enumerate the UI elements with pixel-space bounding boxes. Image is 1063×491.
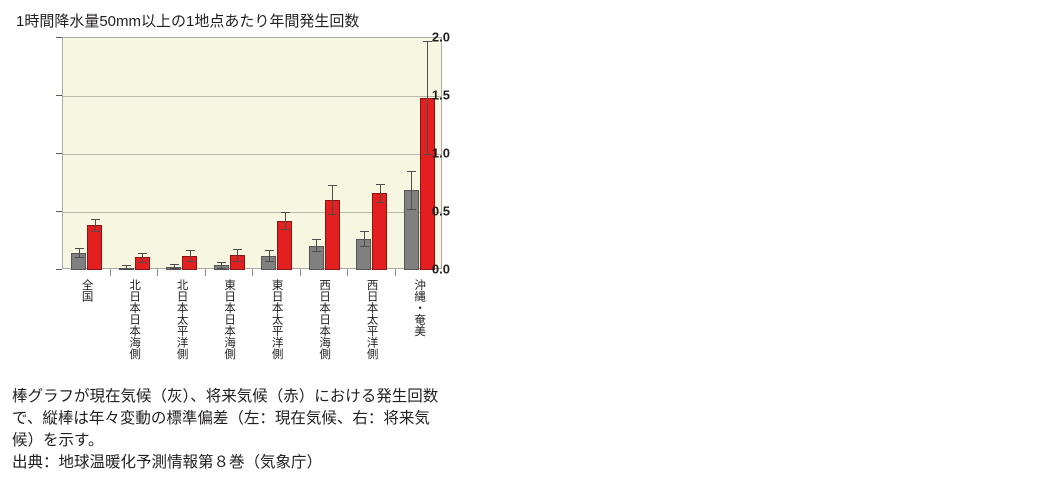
error-bar-future-climate <box>380 184 381 202</box>
error-bar-current-climate-cap <box>265 260 274 262</box>
gridline <box>63 96 441 97</box>
error-bar-current-climate-cap <box>312 251 321 253</box>
error-bar-future-climate <box>190 250 191 261</box>
left-caption: 棒グラフが現在気候（灰）、将来気候（赤）における発生回数 で、縦棒は年々変動の標… <box>12 386 520 474</box>
left-panel: 1時間降水量50mm以上の1地点あたり年間発生回数 0.0 0.5 1.0 1.5 2.… <box>0 0 530 491</box>
y-axis-tick-label: 1.5 <box>431 87 450 103</box>
error-bar-future-climate <box>95 218 96 231</box>
error-bar-future-climate-cap <box>376 201 385 203</box>
error-bar-future-climate-cap <box>281 229 290 231</box>
y-tick-mark <box>56 269 62 270</box>
error-bar-current-climate <box>411 171 412 209</box>
caption-line: で、縦棒は年々変動の標準偏差（左：現在気候、右：将来気 <box>12 410 430 427</box>
y-tick-mark <box>56 95 62 96</box>
error-bar-future-climate-cap <box>91 230 100 232</box>
y-tick-mark <box>56 211 62 212</box>
error-bar-future-climate-cap <box>423 154 432 155</box>
error-bar-current-climate-cap <box>265 250 274 252</box>
error-bar-current-climate-cap <box>122 265 131 267</box>
x-tick-mark <box>157 269 158 276</box>
error-bar-future-climate-cap <box>328 185 337 187</box>
error-bar-current-climate-cap <box>170 267 179 269</box>
left-chart: 0.0 0.5 1.0 1.5 2.0 全国 北日本日本海側 北日本太平洋側 東日本日本海側 東日… <box>20 30 450 374</box>
x-axis-category-label: 全国 <box>80 279 93 302</box>
error-bar-current-climate-cap <box>217 261 226 263</box>
bar-future-climate <box>182 256 198 270</box>
error-bar-future-climate-cap <box>328 214 337 216</box>
y-tick-mark <box>56 153 62 154</box>
error-bar-future-climate-cap <box>233 249 242 251</box>
error-bar-future-climate-cap <box>91 218 100 220</box>
error-bar-future-climate <box>332 185 333 215</box>
error-bar-current-climate-cap <box>360 245 369 247</box>
error-bar-future-climate <box>285 212 286 230</box>
gridline <box>63 154 441 155</box>
error-bar-future-climate-cap <box>186 260 195 262</box>
error-bar-current-climate-cap <box>360 230 369 232</box>
error-bar-current-climate-cap <box>312 238 321 240</box>
bar-future-climate <box>277 221 293 270</box>
error-bar-future-climate-cap <box>281 212 290 213</box>
error-bar-current-climate <box>79 247 80 258</box>
y-axis-tick-label: 0.0 <box>431 261 450 277</box>
plot-area <box>62 37 442 270</box>
error-bar-future-climate-cap <box>138 261 147 263</box>
error-bar-current-climate <box>316 238 317 252</box>
error-bar-future-climate-cap <box>138 252 147 254</box>
x-axis-category-label: 東日本日本海側 <box>223 279 236 360</box>
bar-future-climate <box>87 224 103 270</box>
error-bar-future-climate-cap <box>186 250 195 252</box>
x-axis-category-label: 西日本日本海側 <box>318 279 331 360</box>
error-bar-current-climate-cap <box>122 268 131 270</box>
error-bar-current-climate <box>126 265 127 269</box>
caption-line: 候）を示す。 <box>12 432 104 449</box>
bar-current-climate <box>261 256 277 270</box>
right-panel: 無降水日の年間日数の変化 -10-5051015日全国北日本日本海側北日本太平洋… <box>530 0 1063 491</box>
x-axis-category-label: 北日本日本海側 <box>128 279 141 360</box>
error-bar-future-climate <box>142 252 143 262</box>
bar-current-climate <box>71 252 87 270</box>
x-tick-mark <box>394 269 396 276</box>
error-bar-future-climate <box>237 249 238 261</box>
x-tick-mark <box>204 269 206 276</box>
y-axis-tick-label: 0.5 <box>431 203 450 219</box>
x-axis-category-label: 西日本太平洋側 <box>365 279 378 360</box>
error-bar-future-climate-cap <box>423 41 432 43</box>
error-bar-current-climate <box>221 261 222 268</box>
x-tick-mark <box>109 269 111 276</box>
x-tick-mark <box>252 269 253 276</box>
y-axis-tick-label: 1.0 <box>431 145 450 161</box>
error-bar-future-climate <box>427 41 428 154</box>
error-bar-current-climate-cap <box>407 208 416 210</box>
x-tick-mark <box>299 269 301 276</box>
error-bar-current-climate-cap <box>170 264 179 266</box>
error-bar-current-climate-cap <box>75 257 84 259</box>
error-bar-current-climate <box>174 264 175 268</box>
x-axis-category-label: 東日本太平洋側 <box>270 279 283 360</box>
error-bar-future-climate-cap <box>376 184 385 186</box>
y-axis-tick-label: 2.0 <box>431 29 450 45</box>
left-chart-title: 1時間降水量50mm以上の1地点あたり年間発生回数 <box>16 13 360 30</box>
error-bar-future-climate-cap <box>233 260 242 262</box>
x-axis-category-label: 沖縄・奄美 <box>413 279 426 337</box>
x-tick-mark <box>347 269 348 276</box>
x-axis-category-label: 北日本太平洋側 <box>175 279 188 360</box>
bar-future-climate <box>372 193 388 270</box>
error-bar-current-climate <box>269 250 270 261</box>
error-bar-current-climate-cap <box>217 267 226 269</box>
caption-line: 棒グラフが現在気候（灰）、将来気候（赤）における発生回数 <box>12 388 439 405</box>
error-bar-current-climate-cap <box>75 247 84 249</box>
error-bar-current-climate <box>364 230 365 246</box>
gridline <box>63 212 441 213</box>
caption-line: 出典：地球温暖化予測情報第８巻（気象庁） <box>12 454 323 471</box>
error-bar-current-climate-cap <box>407 171 416 173</box>
y-tick-mark <box>56 37 62 38</box>
